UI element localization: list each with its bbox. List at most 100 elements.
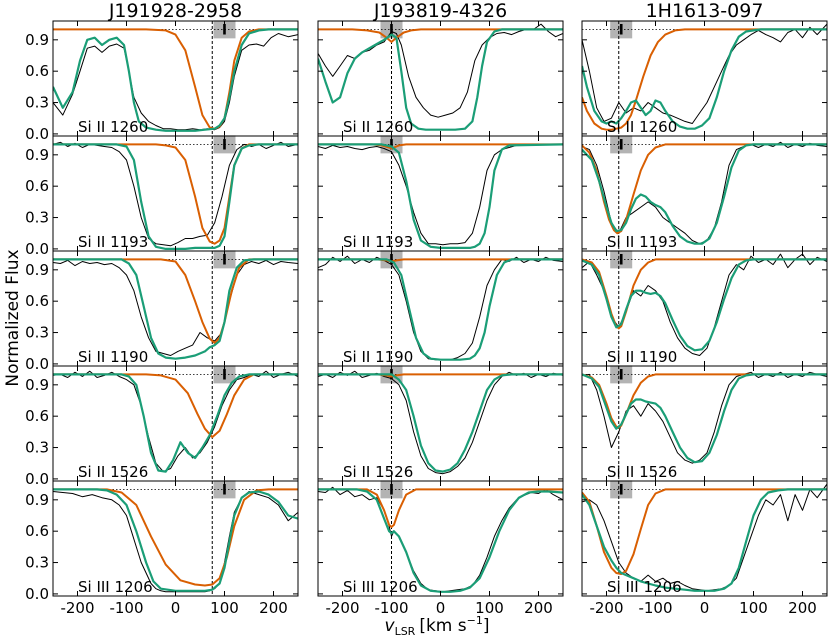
x-axis-label-close: ] [483, 616, 490, 636]
y-tick-label: 0.9 [25, 261, 49, 279]
total-model [53, 258, 298, 360]
x-axis-label-main: v [385, 616, 396, 636]
total-model [582, 143, 827, 245]
ion-label: Si II 1260 [607, 118, 677, 136]
panel-series [53, 258, 298, 360]
panel-series [582, 141, 827, 245]
spectrum-panel: I -200 -100 0 100 200 Si III 1206 [317, 480, 564, 617]
total-model [318, 488, 563, 593]
ion-label: Si III 1206 [607, 578, 682, 596]
panel-series [582, 23, 827, 131]
spectrum-panel: I Si II 1193 [581, 135, 828, 252]
panel-series [318, 255, 563, 361]
x-tick-label: -100 [374, 599, 408, 617]
y-tick-label: 0.3 [25, 324, 49, 342]
ion-label: Si III 1206 [343, 578, 418, 596]
panel-series [53, 488, 298, 593]
component-marker-label: I [619, 482, 624, 498]
x-tick-label: -200 [589, 599, 623, 617]
x-tick-label: 200 [259, 599, 288, 617]
spectrum-panel: I Si II 1260 [317, 20, 564, 137]
x-tick-label: 100 [210, 599, 239, 617]
total-model [582, 373, 827, 464]
observed-spectrum [318, 143, 563, 246]
total-model [582, 28, 827, 130]
x-tick-label: 0 [436, 599, 446, 617]
component-marker-label: I [619, 367, 624, 383]
component-model [53, 488, 298, 587]
panel-series [318, 370, 563, 475]
panel-series [318, 143, 563, 249]
component-model [53, 373, 298, 439]
x-tick-label: 0 [171, 599, 181, 617]
x-tick-label: -200 [325, 599, 359, 617]
component-model [53, 143, 298, 245]
total-model [53, 488, 298, 592]
ion-label: Si II 1260 [343, 118, 413, 136]
component-marker-label: I [389, 137, 394, 153]
y-tick-label: 0.0 [25, 125, 49, 143]
x-tick-label: -100 [638, 599, 672, 617]
total-model [582, 488, 827, 592]
observed-spectrum [53, 259, 298, 356]
y-tick-label: 0.9 [25, 31, 49, 49]
total-model [53, 373, 298, 473]
x-tick-label: 200 [788, 599, 817, 617]
observed-spectrum [53, 491, 298, 593]
spectrum-panel: ISi II 1190 [317, 250, 564, 367]
component-marker-label: I [389, 22, 394, 38]
ion-label: Si II 1526 [607, 463, 677, 481]
y-tick-label: 0.6 [25, 177, 49, 195]
ion-label: Si II 1190 [607, 348, 677, 366]
x-axis-label-sub: LSR [395, 625, 416, 638]
component-model [318, 28, 563, 43]
component-model [318, 488, 563, 528]
y-tick-label: 0.6 [25, 407, 49, 425]
ion-label: Si II 1260 [78, 118, 148, 136]
y-tick-label: 0.3 [25, 439, 49, 457]
spectrum-panel: I Si II 1193 [317, 135, 564, 252]
y-tick-label: 0.6 [25, 292, 49, 310]
component-marker-label: I [619, 137, 624, 153]
y-axis-label: Normalized Flux [3, 249, 23, 386]
ion-label: Si II 1193 [343, 233, 413, 251]
panel-series [318, 486, 563, 593]
panel-series [318, 23, 563, 131]
panel-series [53, 370, 298, 473]
spectrum-panel: I -200 -100 0 100 200 0.0 0.3 0.6 0.9 Si III 1206 [25, 480, 299, 617]
spectrum-panel: ISi II 1526 [317, 365, 564, 482]
ion-label: Si II 1193 [607, 233, 677, 251]
spectrum-panel: I Si II 1526 [581, 365, 828, 482]
component-marker-label: I [619, 252, 624, 268]
spectrum-panel: I 0.0 0.3 0.6 0.9 Si II 1190 [25, 250, 299, 373]
x-tick-label: 100 [739, 599, 768, 617]
y-tick-label: 0.9 [25, 146, 49, 164]
x-tick-label: 0 [700, 599, 710, 617]
panel-series [582, 483, 827, 592]
component-marker-label: I [389, 482, 394, 498]
panel-series [582, 371, 827, 464]
component-marker-label: I [222, 22, 227, 38]
y-tick-label: 0.3 [25, 554, 49, 572]
component-marker-label: I [222, 137, 227, 153]
observed-spectrum [318, 486, 563, 593]
y-tick-label: 0.0 [25, 585, 49, 603]
total-model [318, 373, 563, 473]
spectrum-panel: I -200 -100 0 100 200 Si III 1206 [581, 480, 828, 617]
spectrum-panel: I 0.0 0.3 0.6 0.9 Si II 1193 [25, 135, 299, 258]
panel-series [53, 141, 298, 250]
y-tick-label: 0.0 [25, 470, 49, 488]
total-model [53, 28, 298, 132]
y-tick-label: 0.6 [25, 62, 49, 80]
total-model [318, 28, 563, 131]
total-model [318, 143, 563, 249]
total-model [582, 258, 827, 352]
column-title: 1H1613-097 [646, 0, 764, 22]
component-model [582, 28, 827, 131]
x-tick-label: -100 [109, 599, 143, 617]
total-model [53, 143, 298, 250]
ion-label: Si III 1206 [78, 578, 153, 596]
panel-series [53, 28, 298, 132]
x-axis-label-unit: [km s [419, 616, 466, 636]
